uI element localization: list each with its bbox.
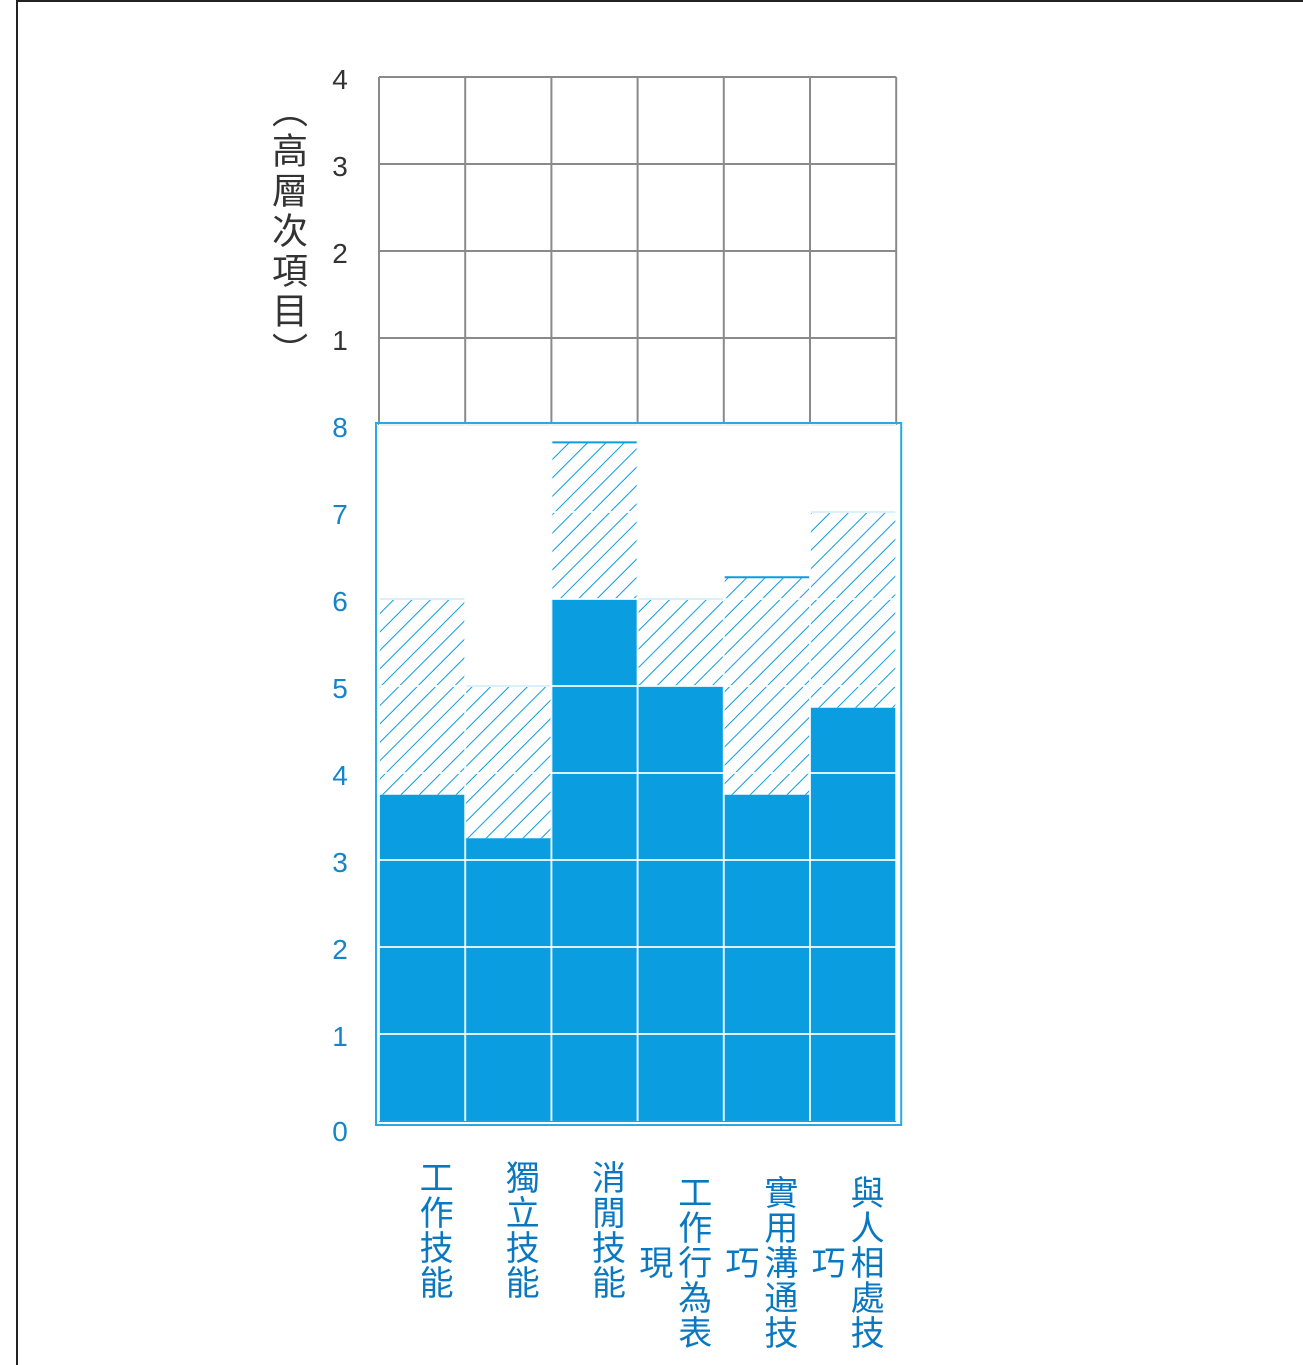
lower-tick-label: 1: [332, 1021, 348, 1052]
lower-tick-label: 6: [332, 586, 348, 617]
hatched-bar-6: [810, 512, 897, 708]
upper-axis-label: （高層次項目）: [266, 92, 307, 372]
category-label: 實用溝通技巧: [718, 1175, 798, 1350]
lower-tick-label: 0: [332, 1116, 348, 1147]
lower-tick-label: 4: [332, 760, 348, 791]
upper-tick-label: 1: [332, 325, 348, 356]
category-label: 工作行為表現: [632, 1175, 712, 1350]
lower-tick-label: 7: [332, 499, 348, 530]
upper-tick-label: 2: [332, 238, 348, 269]
hatched-bar-4: [637, 599, 724, 686]
category-label: 消閒技能: [585, 1160, 626, 1300]
upper-grid: [378, 76, 898, 426]
hatched-bar-1: [379, 599, 466, 795]
hatched-bar-3: [551, 442, 638, 599]
lower-tick-label: 8: [332, 412, 348, 443]
upper-tick-label: 3: [332, 151, 348, 182]
lower-tick-label: 5: [332, 673, 348, 704]
category-label: 與人相處技巧: [805, 1175, 885, 1350]
lower-tick-label: 3: [332, 847, 348, 878]
page-frame: [16, 0, 1303, 1365]
category-label: 獨立技能: [499, 1160, 540, 1300]
category-label: 工作技能: [413, 1160, 454, 1300]
bars: [379, 441, 897, 1121]
solid-bar-5: [723, 794, 810, 1121]
lower-tick-label: 2: [332, 934, 348, 965]
solid-bar-4: [637, 686, 724, 1121]
solid-bar-6: [810, 707, 897, 1121]
hatched-bar-2: [465, 686, 552, 839]
ticks: 0 1 2 3 4 5 6 7 8 1 2 3 4: [332, 64, 348, 1147]
solid-bar-2: [465, 838, 552, 1121]
lower-grid: [375, 422, 903, 1126]
solid-bar-1: [379, 794, 466, 1121]
upper-tick-label: 4: [332, 64, 348, 95]
